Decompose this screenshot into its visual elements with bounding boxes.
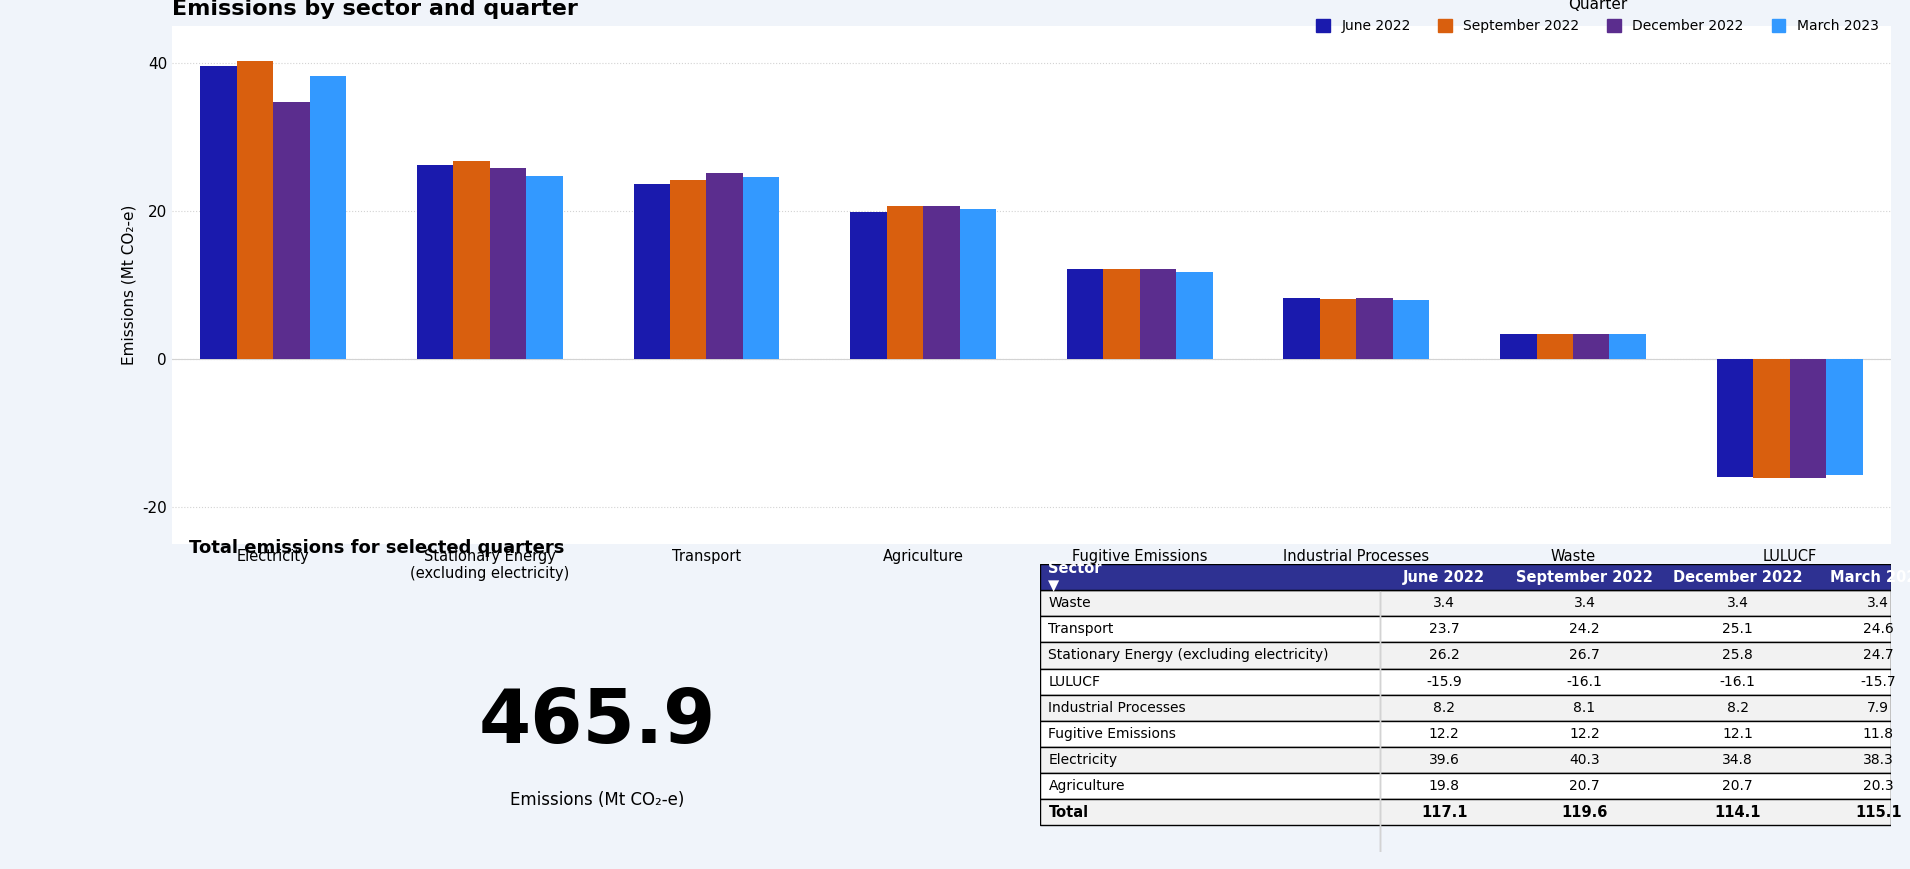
Bar xyxy=(1717,359,1753,476)
Bar xyxy=(1536,334,1574,359)
Text: -16.1: -16.1 xyxy=(1719,674,1755,688)
Legend: June 2022, September 2022, December 2022, March 2023: June 2022, September 2022, December 2022… xyxy=(1310,0,1883,38)
Bar xyxy=(1320,299,1356,359)
Text: December 2022: December 2022 xyxy=(1673,569,1803,585)
Text: 20.3: 20.3 xyxy=(1862,779,1893,793)
Text: 20.7: 20.7 xyxy=(1570,779,1601,793)
Text: 34.8: 34.8 xyxy=(1723,753,1753,767)
Bar xyxy=(1104,269,1140,359)
Text: 20.7: 20.7 xyxy=(1723,779,1753,793)
Text: 26.2: 26.2 xyxy=(1429,648,1459,662)
Text: 3.4: 3.4 xyxy=(1574,596,1595,610)
Bar xyxy=(1284,298,1320,359)
Text: Transport: Transport xyxy=(1049,622,1114,636)
FancyBboxPatch shape xyxy=(1039,721,1891,747)
Text: Sector
▼: Sector ▼ xyxy=(1049,561,1102,594)
Bar xyxy=(1356,298,1392,359)
Text: 3.4: 3.4 xyxy=(1868,596,1889,610)
Text: 24.7: 24.7 xyxy=(1862,648,1893,662)
Text: -16.1: -16.1 xyxy=(1566,674,1602,688)
Bar xyxy=(1826,359,1862,475)
Text: 3.4: 3.4 xyxy=(1432,596,1455,610)
Text: Waste: Waste xyxy=(1049,596,1091,610)
Text: Agriculture: Agriculture xyxy=(1049,779,1125,793)
Text: June 2022: June 2022 xyxy=(1404,569,1486,585)
Text: 7.9: 7.9 xyxy=(1868,700,1889,715)
Text: 8.2: 8.2 xyxy=(1727,700,1750,715)
Text: 465.9: 465.9 xyxy=(479,686,716,759)
Bar xyxy=(453,162,489,359)
Text: Electricity: Electricity xyxy=(1049,753,1117,767)
Bar xyxy=(886,206,923,359)
Bar xyxy=(201,66,237,359)
Text: 24.2: 24.2 xyxy=(1570,622,1601,636)
Text: 24.6: 24.6 xyxy=(1862,622,1893,636)
Bar xyxy=(923,206,959,359)
FancyBboxPatch shape xyxy=(1039,616,1891,642)
Bar xyxy=(1140,269,1177,359)
Text: 39.6: 39.6 xyxy=(1429,753,1459,767)
Text: Total emissions for selected quarters: Total emissions for selected quarters xyxy=(189,539,563,557)
Text: 25.1: 25.1 xyxy=(1723,622,1753,636)
FancyBboxPatch shape xyxy=(1039,694,1891,721)
Text: Emissions by sector and quarter: Emissions by sector and quarter xyxy=(172,0,577,19)
Bar xyxy=(850,212,886,359)
Text: 114.1: 114.1 xyxy=(1715,805,1761,819)
Bar xyxy=(634,183,670,359)
Text: 12.1: 12.1 xyxy=(1723,727,1753,741)
Text: 115.1: 115.1 xyxy=(1855,805,1902,819)
Bar xyxy=(1574,334,1610,359)
Text: March 2023: March 2023 xyxy=(1830,569,1910,585)
Text: 38.3: 38.3 xyxy=(1862,753,1893,767)
FancyBboxPatch shape xyxy=(1039,590,1891,616)
FancyBboxPatch shape xyxy=(1039,773,1891,799)
Bar xyxy=(273,102,309,359)
Text: September 2022: September 2022 xyxy=(1517,569,1652,585)
Text: 117.1: 117.1 xyxy=(1421,805,1467,819)
Bar xyxy=(309,76,346,359)
Text: -15.9: -15.9 xyxy=(1427,674,1461,688)
Text: 8.2: 8.2 xyxy=(1432,700,1455,715)
FancyBboxPatch shape xyxy=(1039,564,1891,590)
Bar xyxy=(527,176,563,359)
FancyBboxPatch shape xyxy=(1039,747,1891,773)
Bar xyxy=(1753,359,1790,478)
Text: -15.7: -15.7 xyxy=(1860,674,1897,688)
Bar xyxy=(1610,334,1646,359)
Text: 40.3: 40.3 xyxy=(1570,753,1601,767)
Text: 12.2: 12.2 xyxy=(1570,727,1601,741)
Bar xyxy=(743,177,779,359)
Text: Fugitive Emissions: Fugitive Emissions xyxy=(1049,727,1177,741)
Bar xyxy=(1177,272,1213,359)
Bar xyxy=(416,165,453,359)
Bar xyxy=(237,61,273,359)
Text: 8.1: 8.1 xyxy=(1574,700,1595,715)
Text: 26.7: 26.7 xyxy=(1570,648,1601,662)
Bar xyxy=(1790,359,1826,478)
Text: Emissions (Mt CO₂-e): Emissions (Mt CO₂-e) xyxy=(510,791,684,809)
Text: 19.8: 19.8 xyxy=(1429,779,1459,793)
Y-axis label: Emissions (Mt CO₂-e): Emissions (Mt CO₂-e) xyxy=(122,205,138,365)
Text: 23.7: 23.7 xyxy=(1429,622,1459,636)
FancyBboxPatch shape xyxy=(1039,668,1891,694)
FancyBboxPatch shape xyxy=(1039,799,1891,826)
Text: Stationary Energy (excluding electricity): Stationary Energy (excluding electricity… xyxy=(1049,648,1329,662)
Text: Industrial Processes: Industrial Processes xyxy=(1049,700,1186,715)
Text: 3.4: 3.4 xyxy=(1727,596,1750,610)
Text: 12.2: 12.2 xyxy=(1429,727,1459,741)
Text: Total: Total xyxy=(1049,805,1089,819)
Bar xyxy=(1392,301,1429,359)
Text: 119.6: 119.6 xyxy=(1560,805,1608,819)
Text: 25.8: 25.8 xyxy=(1723,648,1753,662)
Bar xyxy=(959,209,995,359)
Bar xyxy=(489,168,527,359)
Text: LULUCF: LULUCF xyxy=(1049,674,1100,688)
Bar xyxy=(1499,334,1536,359)
Bar xyxy=(1068,269,1104,359)
Text: 11.8: 11.8 xyxy=(1862,727,1893,741)
Bar xyxy=(707,173,743,359)
Bar xyxy=(670,180,707,359)
FancyBboxPatch shape xyxy=(1039,642,1891,668)
